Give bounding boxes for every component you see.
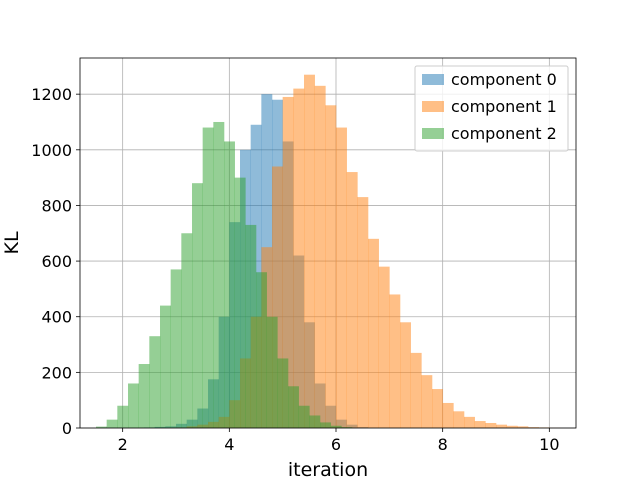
y-tick-label: 200: [41, 363, 72, 382]
histogram-bar: [410, 352, 422, 428]
x-tick-label: 2: [118, 435, 128, 454]
y-tick-label: 1200: [31, 85, 72, 104]
histogram-bar: [517, 426, 529, 428]
histogram-bar: [528, 427, 539, 428]
y-axis-label: KL: [1, 231, 23, 254]
histogram-bar: [106, 419, 118, 428]
legend-box: [414, 65, 569, 152]
x-axis-label: iteration: [288, 459, 368, 480]
series-2-bars: [96, 121, 353, 429]
histogram-bar: [368, 238, 379, 428]
histogram-bar: [325, 105, 337, 428]
histogram-bar: [432, 389, 443, 428]
histogram-bar: [256, 272, 267, 428]
histogram-bar: [336, 127, 347, 428]
y-tick-label: 0: [62, 419, 72, 438]
histogram-bar: [202, 127, 214, 428]
y-tick-label: 600: [41, 252, 72, 271]
y-tick-label: 1000: [31, 141, 72, 160]
legend: component 0 component 1 component 2: [414, 65, 569, 152]
histogram-bar: [314, 85, 326, 428]
histogram-bar: [346, 172, 358, 428]
histogram-bar: [170, 269, 182, 428]
histogram-bar: [245, 224, 257, 428]
histogram-bar: [138, 364, 150, 428]
histogram-bar: [282, 96, 294, 429]
x-tick-label: 10: [539, 435, 559, 454]
y-tick-label: 400: [41, 308, 72, 327]
x-tick-label: 6: [331, 435, 341, 454]
x-tick-label: 4: [224, 435, 234, 454]
histogram-bar: [496, 424, 507, 428]
histogram-bar: [117, 405, 129, 428]
histogram-bar: [357, 197, 369, 428]
histogram-bar: [298, 405, 310, 428]
histogram-bar: [96, 426, 107, 428]
histogram-bar: [160, 305, 171, 428]
y-tick-label: 800: [41, 196, 72, 215]
histogram-bar: [288, 386, 299, 428]
legend-label: component 2: [451, 124, 557, 143]
histogram-bar: [181, 233, 193, 428]
histogram-bar: [474, 421, 486, 428]
histogram-bar: [400, 322, 411, 428]
histogram-bar: [330, 425, 342, 428]
plot-frame: [79, 57, 577, 429]
legend-label: component 1: [451, 97, 557, 116]
x-axis-ticks: 2 4 6 8 10: [118, 428, 560, 454]
histogram-bar: [421, 375, 433, 428]
legend-swatch: [422, 128, 444, 139]
histogram-bar: [464, 416, 475, 428]
histogram-bar: [442, 402, 454, 428]
histogram-bar: [192, 183, 203, 428]
histogram-bar: [224, 141, 235, 428]
histogram-bar: [213, 121, 225, 429]
legend-label: component 0: [451, 70, 557, 89]
histogram-bar: [128, 383, 139, 428]
histogram-bar: [277, 358, 289, 428]
x-tick-label: 8: [438, 435, 448, 454]
y-axis-ticks: 0 200 400 600 800 1000 1200: [31, 85, 80, 438]
histogram-bars: [96, 74, 561, 429]
histogram-bar: [485, 422, 497, 428]
histogram-bar: [266, 316, 278, 428]
histogram-bar: [506, 425, 518, 428]
histogram-bar: [453, 411, 465, 428]
histogram-bar: [234, 177, 246, 428]
histogram-bar: [309, 415, 321, 428]
legend-swatch: [422, 74, 444, 85]
histogram-bar: [293, 88, 305, 428]
histogram-bar: [149, 336, 161, 428]
histogram-bar: [341, 427, 353, 428]
histogram-bar: [320, 422, 331, 428]
histogram-bar: [389, 294, 401, 428]
legend-swatch: [422, 101, 444, 112]
histogram-bar: [304, 74, 315, 429]
histogram-bar: [272, 166, 283, 428]
histogram-bar: [378, 266, 390, 428]
